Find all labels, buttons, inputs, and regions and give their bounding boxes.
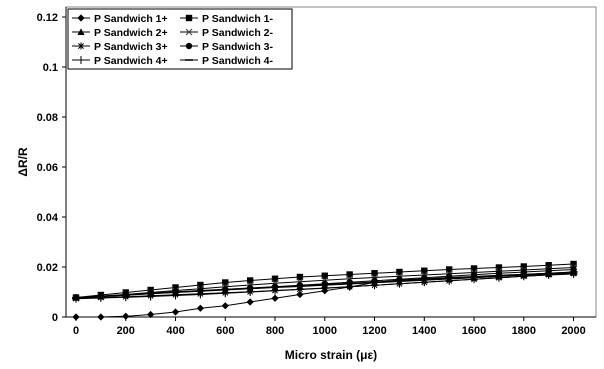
- data-point: [295, 285, 304, 294]
- legend-marker: [185, 42, 193, 50]
- x-tick-label: 1800: [512, 325, 536, 337]
- data-point: [221, 289, 230, 298]
- legend: P Sandwich 1+ P Sandwich 1- P Sandwich 2+ P…: [67, 8, 293, 70]
- data-point: [520, 268, 528, 276]
- data-point: [545, 262, 552, 269]
- x-tick-label: 400: [166, 325, 184, 337]
- data-point: [196, 304, 204, 312]
- data-point: [97, 313, 105, 321]
- y-axis-label: ΔR/R: [16, 147, 30, 177]
- data-point: [246, 277, 254, 284]
- x-tick-label: 1200: [362, 325, 386, 337]
- data-point: [246, 298, 254, 306]
- series-8: [72, 271, 578, 299]
- data-point: [197, 281, 204, 289]
- data-point: [72, 313, 80, 321]
- legend-label: P Sandwich 3-: [202, 41, 273, 53]
- legend-box: [67, 8, 293, 70]
- legend-marker: [185, 14, 193, 22]
- legend-label: P Sandwich 1+: [94, 13, 168, 25]
- data-point: [519, 272, 528, 281]
- data-point: [222, 279, 229, 286]
- y-tick-label: 0.02: [37, 262, 58, 274]
- legend-entry: P Sandwich 4-: [180, 55, 273, 67]
- legend-entry: P Sandwich 1-: [180, 13, 273, 25]
- data-point: [271, 294, 279, 302]
- y-tick-label: 0.1: [43, 62, 58, 74]
- data-point: [445, 266, 453, 273]
- legend-entry: P Sandwich 3+: [72, 41, 168, 53]
- legend-label: P Sandwich 4-: [202, 55, 273, 67]
- y-axis-ticks: 0 0.02 0.04 0.06 0.08 0.1 0.12: [37, 12, 66, 324]
- data-point: [544, 271, 553, 279]
- data-point: [545, 267, 552, 274]
- data-point: [147, 310, 155, 319]
- y-tick-label: 0.12: [37, 12, 58, 24]
- x-tick-label: 200: [117, 325, 135, 337]
- data-point: [470, 265, 478, 272]
- y-tick-label: 0.08: [37, 112, 58, 124]
- data-point: [495, 264, 503, 271]
- x-tick-label: 1000: [313, 325, 337, 337]
- x-tick-label: 0: [73, 325, 79, 337]
- data-point: [172, 284, 179, 291]
- x-tick-label: 1400: [412, 325, 436, 337]
- legend-entry: P Sandwich 2+: [72, 27, 168, 39]
- data-point: [171, 308, 180, 316]
- data-point: [570, 260, 577, 268]
- y-tick-label: 0.06: [37, 162, 58, 174]
- data-point: [296, 290, 304, 299]
- y-tick-label: 0: [52, 312, 58, 324]
- data-point: [495, 270, 503, 277]
- data-point: [122, 312, 130, 320]
- legend-marker: [77, 42, 85, 50]
- data-point: [221, 302, 229, 310]
- legend-label: P Sandwich 4+: [94, 55, 168, 67]
- data-point: [320, 284, 329, 293]
- data-point: [271, 275, 279, 282]
- legend-marker: [77, 56, 85, 64]
- y-tick-label: 0.04: [37, 212, 59, 224]
- legend-marker: [77, 28, 85, 35]
- legend-entry: P Sandwich 2-: [180, 27, 273, 39]
- legend-entry: P Sandwich 4+: [72, 55, 168, 67]
- data-point: [346, 271, 353, 278]
- data-point: [246, 288, 255, 296]
- x-tick-label: 800: [266, 325, 284, 337]
- data-point: [271, 286, 280, 295]
- x-axis-ticks: 0 200 400 600 800 1000 1200 1400 1600 1800 2000: [73, 317, 586, 337]
- legend-entry: P Sandwich 1+: [72, 13, 168, 25]
- data-point: [396, 268, 403, 276]
- data-point: [196, 290, 205, 299]
- data-point: [421, 267, 428, 274]
- legend-label: P Sandwich 1-: [202, 13, 273, 25]
- legend-marker: [185, 28, 193, 36]
- legend-label: P Sandwich 2-: [202, 27, 273, 39]
- series-layer: [72, 260, 578, 321]
- data-point: [371, 270, 378, 277]
- data-point: [345, 282, 354, 291]
- x-axis-label: Micro strain (με): [285, 348, 377, 362]
- data-point: [296, 273, 304, 281]
- x-tick-label: 1600: [462, 325, 486, 337]
- x-tick-label: 2000: [561, 325, 585, 337]
- data-point: [321, 272, 328, 279]
- series-7: [72, 270, 578, 303]
- legend-label: P Sandwich 2+: [94, 27, 168, 39]
- legend-marker: [77, 14, 85, 22]
- x-tick-label: 600: [216, 325, 234, 337]
- data-point: [96, 294, 105, 302]
- data-point: [520, 263, 528, 270]
- legend-label: P Sandwich 3+: [94, 41, 168, 53]
- legend-entry: P Sandwich 3-: [180, 41, 273, 53]
- data-point: [570, 266, 577, 273]
